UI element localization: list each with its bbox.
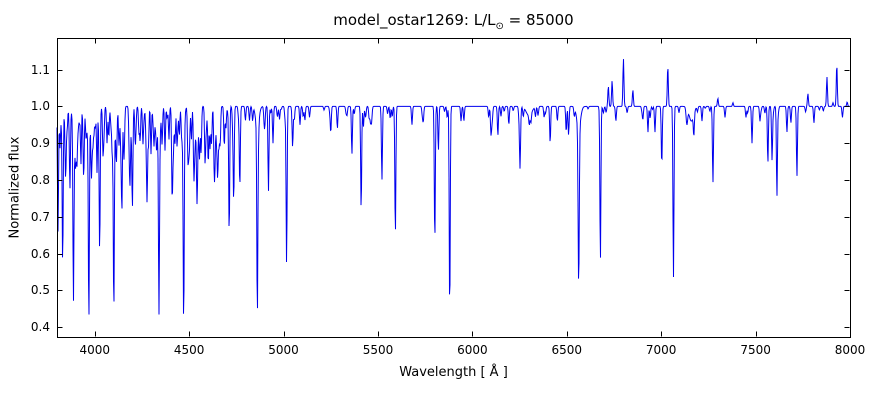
y-tick-label: 0.9 [30,136,50,151]
x-tick-label: 5000 [268,343,299,357]
y-tick-label: 1.1 [30,62,50,77]
plot-title-value: = 85000 [503,11,574,29]
y-tick-label: 0.4 [30,320,50,335]
y-tick-label: 0.6 [30,246,50,261]
x-tick-label: 7500 [740,343,771,357]
x-axis-label: Wavelength [ Å ] [399,365,508,380]
x-tick-label: 6500 [551,343,583,357]
x-tick-label: 7000 [645,343,677,357]
x-tick-label: 4000 [79,343,111,357]
x-tick-label: 6000 [457,343,488,357]
y-tick-label: 0.8 [30,172,50,187]
plot-title-text: model_ostar1269: L/L [333,11,496,29]
axes-frame [57,38,851,338]
y-axis-label: Normalized flux [7,136,23,239]
x-tick-label: 5500 [362,343,394,357]
y-tick-label: 0.5 [30,283,50,298]
x-tick-label: 8000 [834,343,866,357]
x-tick-label: 4500 [173,343,205,357]
solar-symbol: ⊙ [495,21,504,32]
plot-title: model_ostar1269: L/L⊙ = 85000 [57,11,850,32]
y-tick-label: 1.0 [30,99,50,114]
normalized-flux-spectrum [56,59,850,315]
y-tick-label: 0.7 [30,209,50,224]
